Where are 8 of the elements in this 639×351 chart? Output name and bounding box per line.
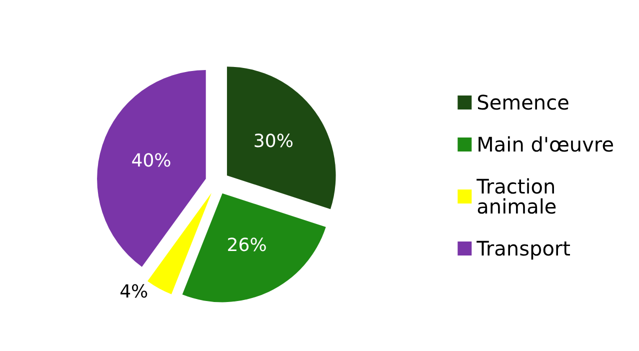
legend-label: Main d'œuvre	[476, 132, 614, 156]
data-label: 30%	[253, 131, 294, 152]
legend-label: Traction animale	[476, 174, 562, 218]
data-label: 4%	[120, 281, 148, 302]
legend-label: Semence	[476, 90, 570, 114]
data-label: 40%	[131, 150, 172, 172]
legend-label: Transport	[476, 236, 571, 260]
data-label: 26%	[226, 234, 267, 256]
